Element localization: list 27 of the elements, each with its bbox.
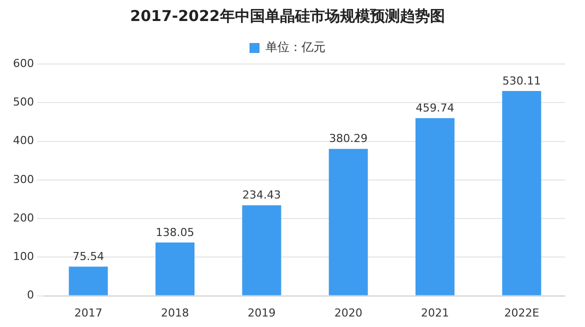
data-label: 75.54	[72, 250, 104, 263]
data-label: 459.74	[416, 102, 454, 115]
y-tick-label: 200	[12, 211, 34, 224]
data-label: 234.43	[242, 188, 281, 202]
y-tick-label: 500	[12, 95, 34, 108]
legend-label: 单位：亿元	[266, 40, 326, 54]
chart-title: 2017-2022年中国单晶硅市场规模预测趋势图	[130, 6, 445, 25]
bar	[502, 91, 542, 296]
bar	[328, 148, 368, 296]
bar	[242, 205, 282, 296]
x-tick-label: 2017	[74, 306, 102, 320]
data-label: 380.29	[329, 132, 368, 146]
y-tick-label: 600	[12, 56, 34, 70]
x-tick-label: 2021	[421, 306, 449, 320]
y-tick-label: 300	[12, 172, 34, 186]
x-tick-label: 2022E	[504, 306, 540, 320]
bar	[68, 266, 108, 296]
bar	[416, 118, 454, 296]
y-tick-label: 0	[26, 288, 34, 302]
data-label: 138.05	[156, 226, 194, 239]
x-tick-label: 2020	[334, 306, 362, 320]
data-label: 530.11	[502, 74, 541, 88]
x-tick-label: 2019	[248, 306, 276, 320]
bar	[155, 242, 194, 296]
y-tick-label: 100	[12, 250, 34, 264]
y-tick-label: 400	[12, 134, 34, 148]
x-tick-label: 2018	[160, 306, 189, 320]
